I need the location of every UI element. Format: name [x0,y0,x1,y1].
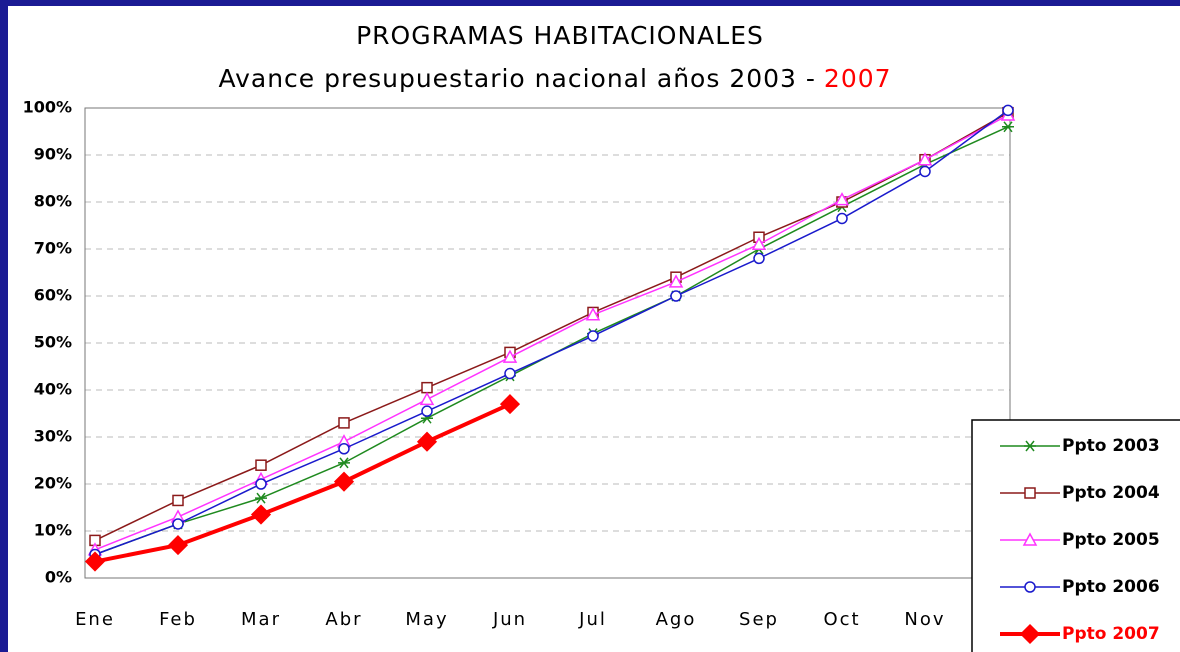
marker [338,443,350,455]
y-tick-label: 100% [23,98,72,117]
chart-title: PROGRAMAS HABITACIONALES [356,21,764,50]
marker [333,471,355,492]
x-tick-label: Sep [739,609,779,630]
marker [255,459,267,471]
marker [751,236,767,251]
marker [416,431,438,452]
marker [502,349,518,363]
marker [255,492,267,504]
marker [1019,623,1041,645]
x-tick-label: Feb [159,609,197,630]
marker [1024,581,1036,593]
series-line [94,114,1009,551]
x-tick-label: Mar [241,609,281,630]
x-tick-label: Ago [656,609,697,630]
marker [421,381,433,394]
marker [1022,532,1038,546]
marker [668,274,684,288]
subtitle-part: Avance presupuestario nacional años 2003… [218,64,815,93]
marker [172,518,184,530]
x-tick-label: Jun [492,609,527,630]
marker [917,152,933,166]
y-tick-label: 40% [34,380,72,399]
marker [499,394,521,415]
y-tick-label: 50% [34,333,72,352]
marker [338,417,350,429]
x-tick-label: Abr [325,609,362,630]
marker [421,405,433,417]
marker [1002,121,1014,133]
legend-label: Ppto 2007 [1062,624,1160,644]
marker [1002,104,1014,117]
x-tick-label: Jul [578,609,607,630]
legend-label: Ppto 2006 [1062,577,1160,597]
y-tick-label: 10% [34,521,72,540]
chart-subtitle: Avance presupuestario nacional años 2003… [218,64,891,93]
marker [419,391,435,406]
series-line [94,402,511,564]
marker [587,330,599,342]
y-tick-label: 0% [45,568,72,587]
subtitle-part: 2007 [824,64,892,93]
marker [670,290,682,302]
marker [834,192,850,206]
x-tick-label: Oct [823,609,860,630]
y-tick-label: 30% [34,427,72,446]
marker [1024,440,1036,452]
y-tick-label: 90% [34,145,72,164]
legend-label: Ppto 2003 [1062,436,1160,456]
marker [504,367,516,380]
x-tick-label: May [405,609,448,630]
y-tick-label: 20% [34,474,72,493]
marker [919,165,931,178]
legend-label: Ppto 2004 [1062,483,1160,503]
marker [172,494,184,507]
marker [84,551,106,572]
legend-label: Ppto 2005 [1062,530,1160,550]
y-tick-label: 60% [34,286,72,305]
marker [1024,487,1036,499]
y-tick-label: 70% [34,239,72,258]
x-tick-label: Nov [904,609,945,630]
marker [250,504,272,525]
marker [338,457,350,469]
marker [585,307,601,321]
legend-box [971,419,1180,652]
series-line [94,109,1009,556]
y-tick-label: 80% [34,192,72,211]
marker [167,535,189,556]
x-tick-label: Ene [75,609,115,630]
marker [753,252,765,265]
series-line [94,112,1009,542]
marker [836,212,848,225]
marker [255,478,267,490]
plot-border [84,107,1011,579]
